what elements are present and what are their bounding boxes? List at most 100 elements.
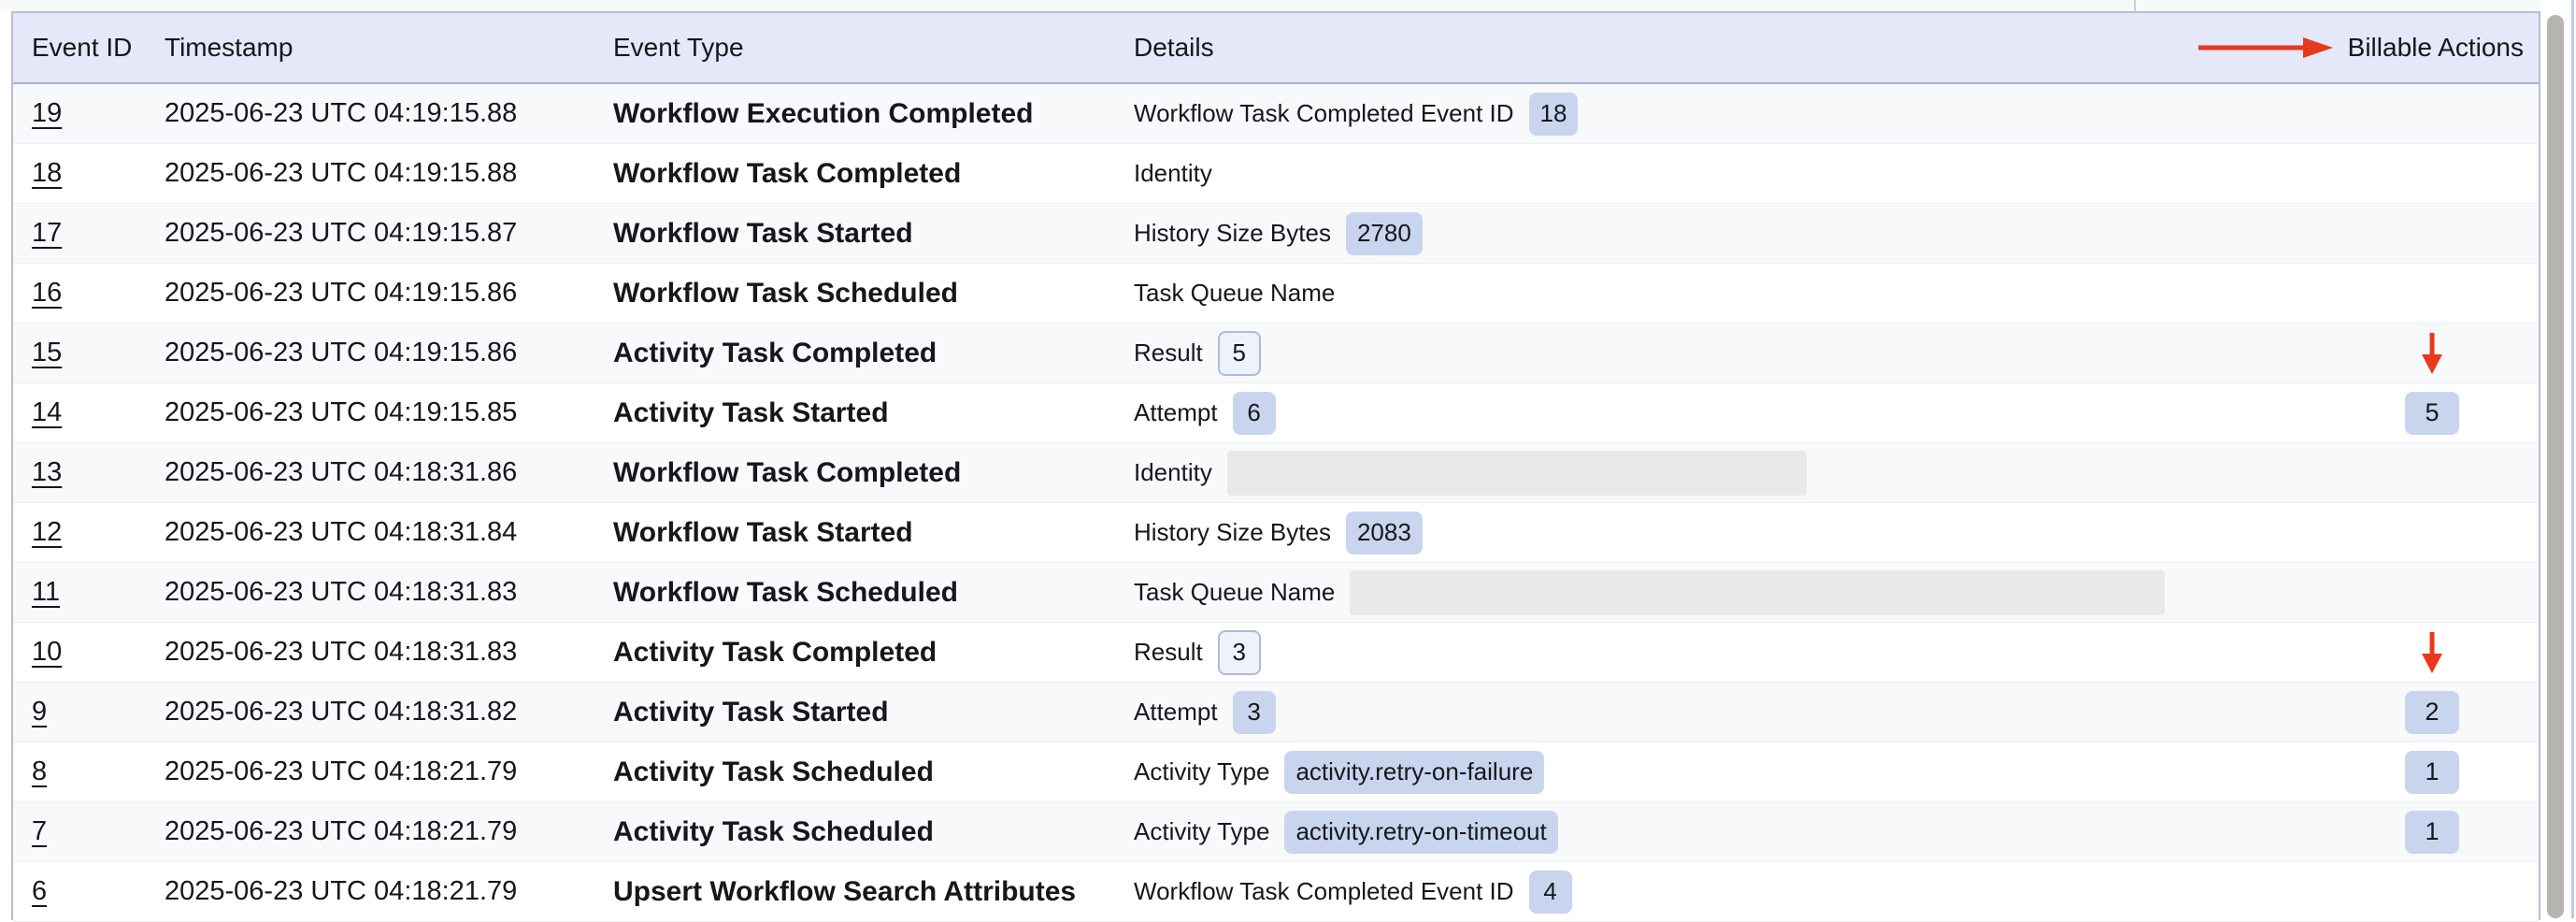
detail-label: History Size Bytes [1134,219,1331,247]
timestamp-cell: 2025-06-23 UTC 04:19:15.87 [165,218,518,248]
detail-label: Attempt [1134,398,1218,426]
details-cell: Task Queue Name [1134,563,2166,622]
billable-count-badge: 5 [2405,391,2459,435]
red-down-arrow-icon [2418,630,2446,675]
event-type-cell: Activity Task Scheduled [613,756,934,787]
event-id-link[interactable]: 10 [32,637,63,667]
timestamp-cell: 2025-06-23 UTC 04:18:31.84 [165,517,518,547]
event-id-link[interactable]: 7 [32,816,48,846]
timestamp-cell: 2025-06-23 UTC 04:19:15.86 [165,278,518,308]
event-id-link[interactable]: 12 [32,517,63,547]
event-type-cell: Workflow Task Scheduled [613,576,958,608]
event-type-cell: Workflow Task Completed [613,157,962,189]
table-row: 16 2025-06-23 UTC 04:19:15.86 Workflow T… [13,264,2539,324]
table-row: 6 2025-06-23 UTC 04:18:21.79 Upsert Work… [13,862,2539,922]
event-id-link[interactable]: 14 [32,397,63,427]
event-id-link[interactable]: 6 [32,876,48,906]
details-cell: Identity [1134,144,1212,203]
redacted-value-block [1350,569,2166,615]
red-right-arrow-icon [2197,36,2337,60]
event-type-cell: Workflow Execution Completed [613,97,1034,129]
event-type-cell: Workflow Task Started [613,217,913,249]
event-id-link[interactable]: 16 [32,278,63,308]
column-header-details: Details [1134,33,1214,62]
billable-actions-cell [2376,204,2488,263]
detail-label: Identity [1134,458,1212,486]
details-cell: Task Queue Name [1134,264,1335,323]
table-row: 13 2025-06-23 UTC 04:18:31.86 Workflow T… [13,443,2539,503]
event-id-link[interactable]: 15 [32,338,63,367]
table-row: 9 2025-06-23 UTC 04:18:31.82 Activity Ta… [13,683,2539,742]
detail-label: Task Queue Name [1134,578,1336,606]
timestamp-cell: 2025-06-23 UTC 04:18:31.83 [165,577,518,607]
details-cell: Activity Type activity.retry-on-timeout [1134,802,1558,861]
details-cell: Attempt 6 [1134,383,1276,442]
details-cell: Identity [1134,443,1807,502]
details-cell: Workflow Task Completed Event ID 18 [1134,84,1579,143]
details-cell: History Size Bytes 2083 [1134,503,1423,562]
billable-actions-cell: 5 [2376,383,2488,442]
right-edge-border [2571,0,2574,918]
timestamp-cell: 2025-06-23 UTC 04:19:15.88 [165,98,518,128]
timestamp-cell: 2025-06-23 UTC 04:19:15.88 [165,158,518,188]
event-type-cell: Workflow Task Scheduled [613,277,958,309]
top-strip-divider [2134,0,2136,11]
red-down-arrow-icon [2418,331,2446,376]
timestamp-cell: 2025-06-23 UTC 04:18:21.79 [165,816,518,846]
billable-actions-cell: 1 [2376,802,2488,861]
event-id-link[interactable]: 17 [32,218,63,248]
event-id-link[interactable]: 19 [32,98,63,128]
billable-count-badge: 2 [2405,690,2459,734]
timestamp-cell: 2025-06-23 UTC 04:18:31.86 [165,457,518,487]
table-row: 12 2025-06-23 UTC 04:18:31.84 Workflow T… [13,503,2539,563]
column-header-timestamp: Timestamp [165,33,293,62]
table-row: 15 2025-06-23 UTC 04:19:15.86 Activity T… [13,324,2539,383]
detail-value-badge: activity.retry-on-timeout [1284,810,1558,854]
timestamp-cell: 2025-06-23 UTC 04:18:31.82 [165,697,518,727]
timestamp-cell: 2025-06-23 UTC 04:19:15.86 [165,338,518,367]
detail-label: Identity [1134,159,1212,187]
timestamp-cell: 2025-06-23 UTC 04:19:15.85 [165,397,518,427]
event-id-link[interactable]: 13 [32,457,63,487]
detail-label: Result [1134,339,1203,367]
billable-actions-cell: 1 [2376,742,2488,801]
table-row: 17 2025-06-23 UTC 04:19:15.87 Workflow T… [13,204,2539,264]
billable-actions-cell [2376,503,2488,562]
event-id-link[interactable]: 9 [32,697,48,727]
detail-label: Attempt [1134,698,1218,726]
table-header-row: Event ID Timestamp Event Type Details Bi… [13,13,2539,84]
event-type-cell: Workflow Task Started [613,516,913,548]
billable-actions-cell [2376,862,2488,921]
details-cell: Workflow Task Completed Event ID 4 [1134,862,1572,921]
column-header-billable-actions: Billable Actions [2347,33,2524,62]
table-body: 19 2025-06-23 UTC 04:19:15.88 Workflow E… [13,84,2539,922]
column-header-event-id: Event ID [32,33,133,62]
table-row: 7 2025-06-23 UTC 04:18:21.79 Activity Ta… [13,802,2539,862]
vertical-scrollbar-thumb[interactable] [2547,15,2564,918]
event-id-link[interactable]: 18 [32,158,63,188]
details-cell: History Size Bytes 2780 [1134,204,1423,263]
billable-count-badge: 1 [2405,750,2459,794]
event-id-link[interactable]: 8 [32,756,48,786]
event-type-cell: Activity Task Completed [613,337,937,368]
billable-actions-cell [2376,563,2488,622]
billable-actions-cell [2376,264,2488,323]
billable-count-badge: 1 [2405,810,2459,854]
details-cell: Result 3 [1134,623,1261,682]
event-type-cell: Activity Task Completed [613,636,937,668]
billable-actions-cell [2376,144,2488,203]
detail-label: Workflow Task Completed Event ID [1134,877,1514,905]
table-row: 18 2025-06-23 UTC 04:19:15.88 Workflow T… [13,144,2539,204]
billable-actions-cell [2376,623,2488,682]
event-type-cell: Activity Task Started [613,696,889,728]
redacted-value-block [1226,450,1807,496]
table-row: 8 2025-06-23 UTC 04:18:21.79 Activity Ta… [13,742,2539,802]
billable-actions-cell: 2 [2376,683,2488,742]
table-row: 11 2025-06-23 UTC 04:18:31.83 Workflow T… [13,563,2539,623]
table-row: 19 2025-06-23 UTC 04:19:15.88 Workflow E… [13,84,2539,144]
detail-value-badge: 6 [1232,391,1276,435]
details-cell: Activity Type activity.retry-on-failure [1134,742,1545,801]
detail-value-badge: 2083 [1345,511,1423,555]
event-id-link[interactable]: 11 [32,577,61,607]
column-header-event-type: Event Type [613,33,744,62]
